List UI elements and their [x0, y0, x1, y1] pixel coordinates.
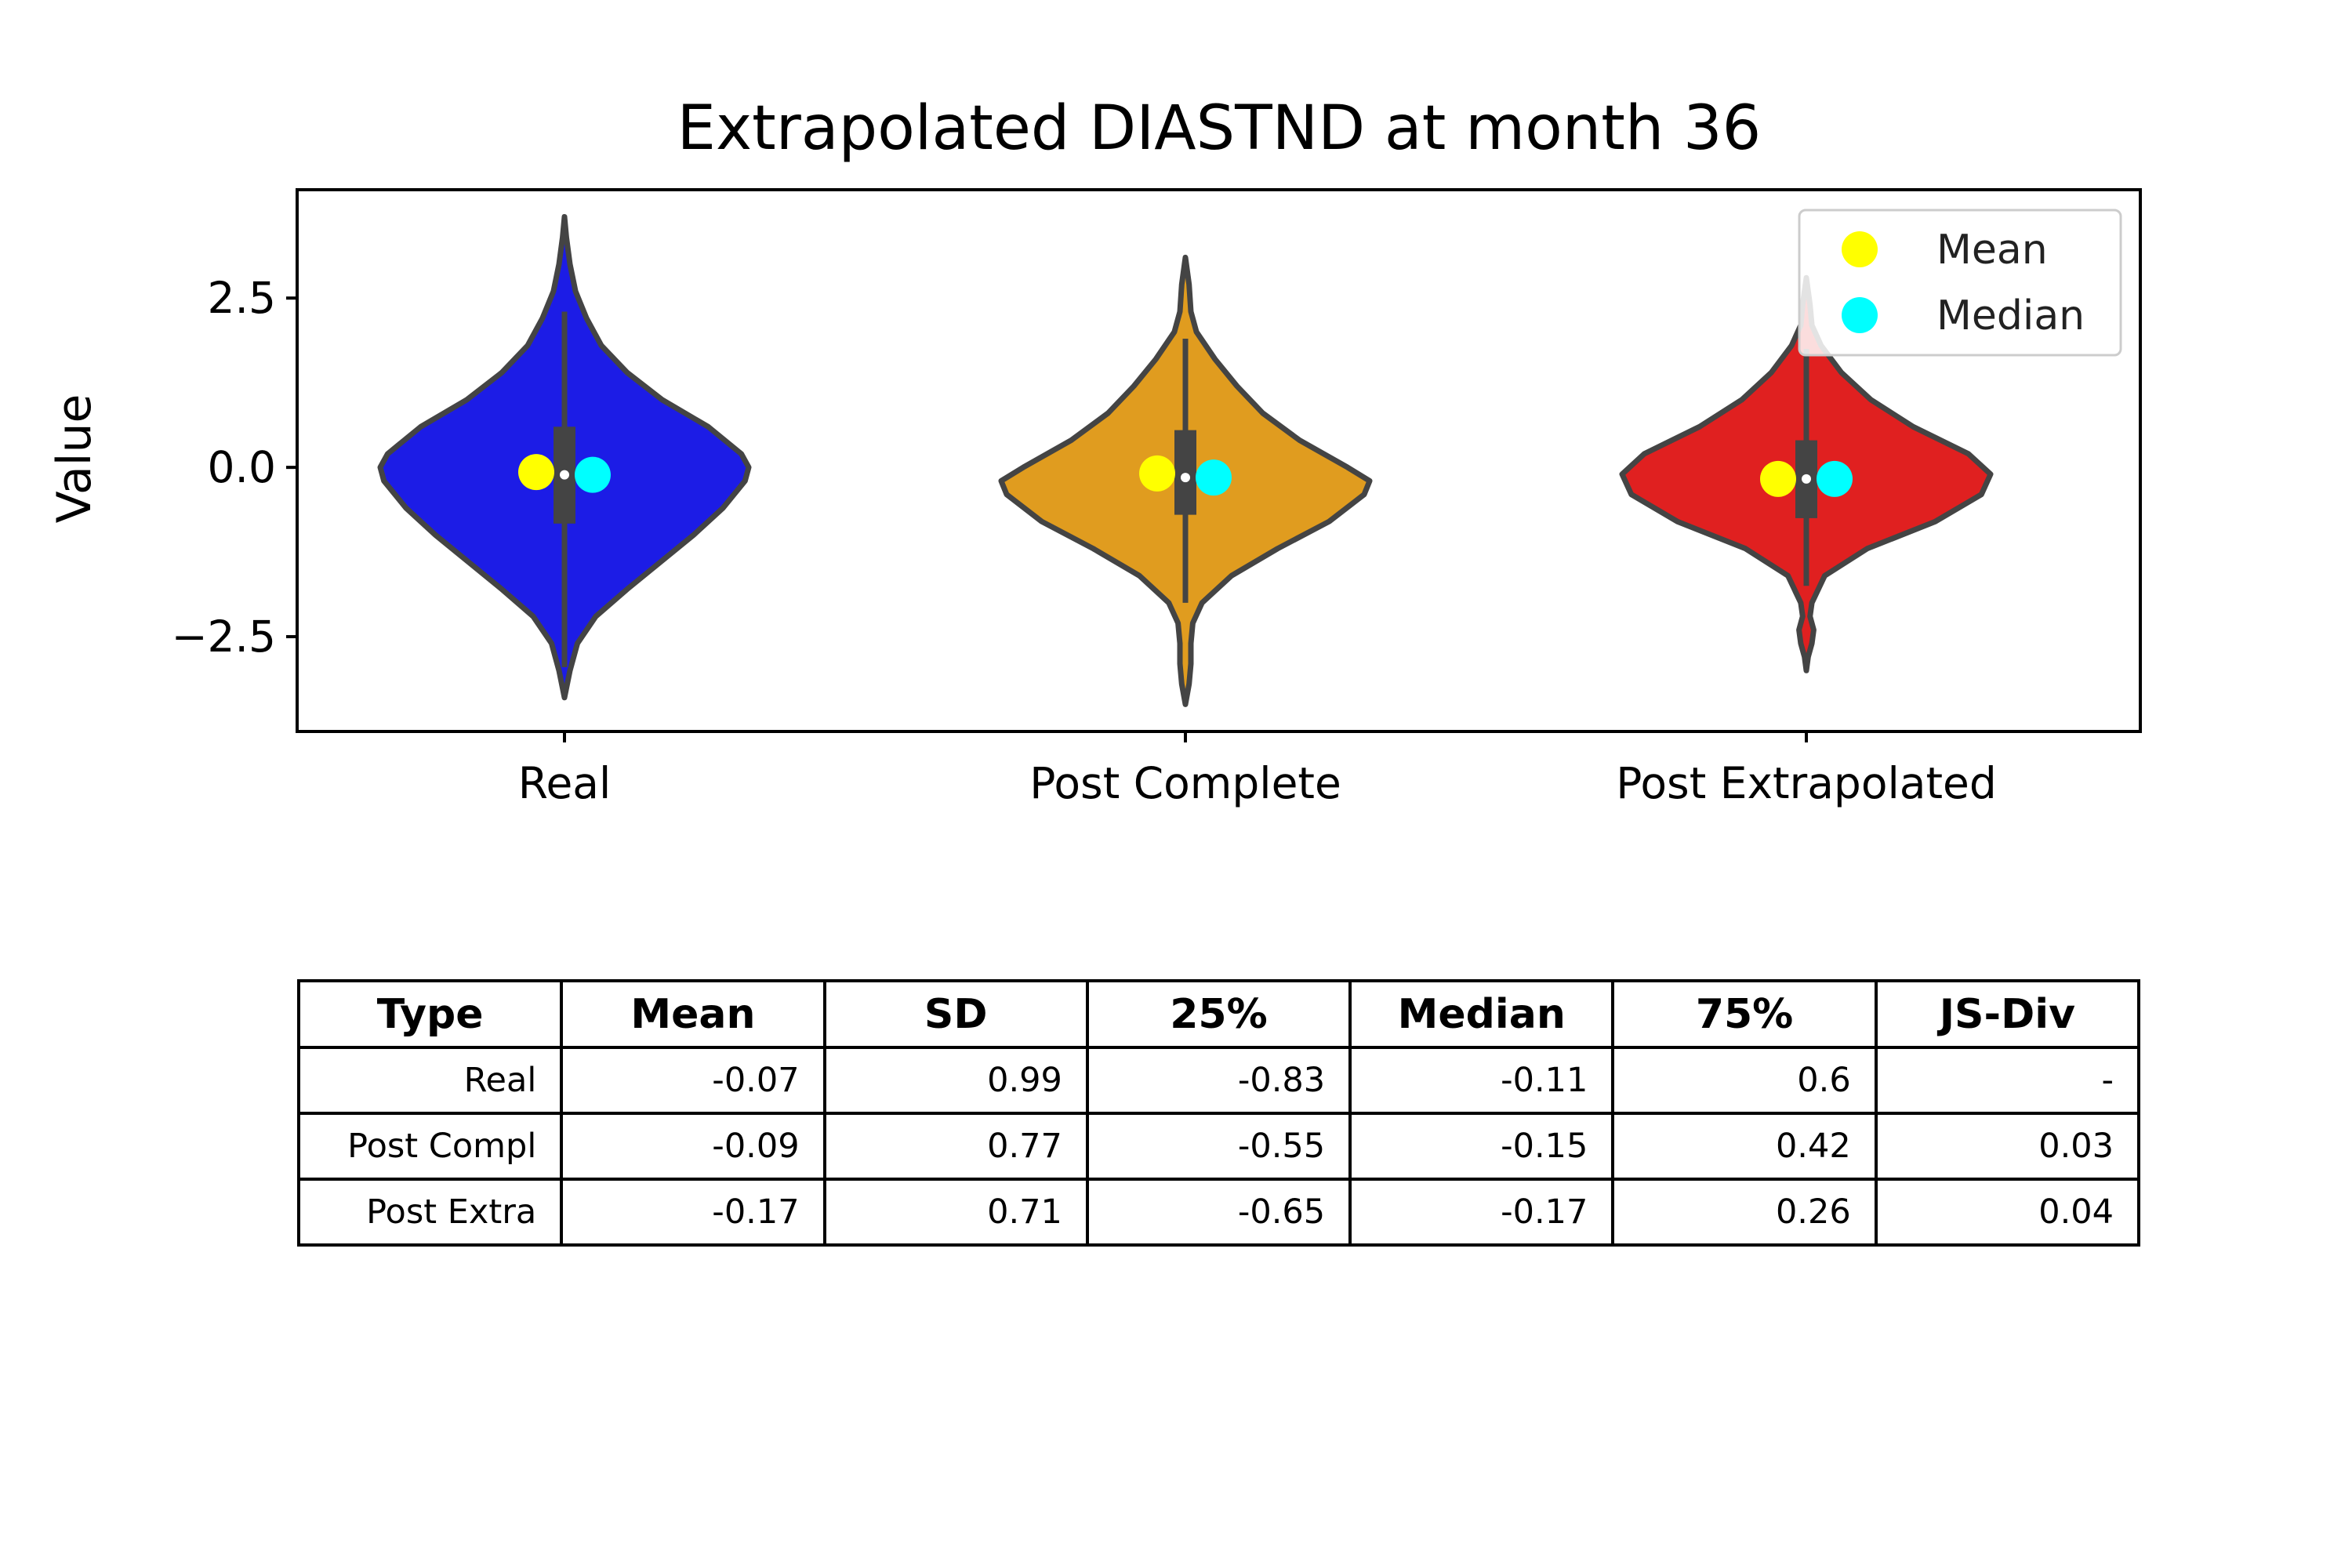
table-cell: -0.11	[1348, 1046, 1615, 1115]
legend-box	[1798, 209, 2122, 357]
y-axis: 2.5 0.0 −2.5	[171, 273, 297, 662]
table-cell: 0.03	[1874, 1112, 2141, 1181]
plot-frame	[296, 188, 2142, 733]
stats-table: Type Mean SD 25% Median 75% JS-Div Real …	[296, 979, 2141, 1247]
legend: Mean Median	[1798, 209, 2122, 357]
header-cell: Mean	[560, 979, 826, 1049]
table-cell: 0.77	[822, 1112, 1089, 1181]
x-tick-label: Post Extrapolated	[1616, 758, 1997, 808]
legend-label: Median	[1936, 292, 2085, 339]
legend-marker	[1842, 297, 1878, 333]
y-tick-label: −2.5	[171, 612, 276, 662]
table-row: Real -0.07 0.99 -0.83 -0.11 0.6 -	[296, 1046, 2141, 1115]
violin-median-dot	[1181, 473, 1190, 483]
legend-label: Mean	[1936, 227, 2048, 274]
table-row: Post Extra -0.17 0.71 -0.65 -0.17 0.26 0…	[296, 1178, 2141, 1247]
table-cell: 0.26	[1611, 1178, 1878, 1247]
table-cell: -0.07	[560, 1046, 826, 1115]
mean-point	[1139, 455, 1175, 492]
y-tick-label: 0.0	[208, 442, 276, 492]
mean-point	[518, 454, 554, 491]
table-cell: 0.99	[822, 1046, 1089, 1115]
header-cell: 75%	[1611, 979, 1878, 1049]
table-cell: 0.04	[1874, 1178, 2141, 1247]
table-cell: Post Compl	[296, 1112, 564, 1181]
table-cell: -0.17	[560, 1178, 826, 1247]
header-cell: Median	[1348, 979, 1615, 1049]
chart-title: Extrapolated DIASTND at month 36	[677, 93, 1762, 164]
x-tick-label: Real	[518, 758, 612, 808]
table-cell: -0.55	[1085, 1112, 1352, 1181]
table-cell: -0.17	[1348, 1178, 1615, 1247]
table-cell: -0.83	[1085, 1046, 1352, 1115]
median-point	[575, 456, 611, 493]
table-header-row: Type Mean SD 25% Median 75% JS-Div	[296, 979, 2141, 1049]
violins-layer	[377, 214, 1994, 707]
table-cell: 0.6	[1611, 1046, 1878, 1115]
header-cell: Type	[296, 979, 564, 1049]
violin-median-dot	[1802, 474, 1811, 484]
table-cell: -0.65	[1085, 1178, 1352, 1247]
median-point	[1196, 459, 1232, 496]
x-axis: Real Post Complete Post Extrapolated	[518, 731, 1997, 808]
y-axis-label: Value	[47, 394, 102, 524]
median-point	[1817, 460, 1853, 497]
header-cell: JS-Div	[1874, 979, 2141, 1049]
header-cell: SD	[822, 979, 1089, 1049]
violin-iqr-box	[1174, 430, 1196, 515]
table-cell: 0.42	[1611, 1112, 1878, 1181]
x-tick-label: Post Complete	[1029, 758, 1341, 808]
table-row: Post Compl -0.09 0.77 -0.55 -0.15 0.42 0…	[296, 1112, 2141, 1181]
violin-median-dot	[560, 470, 569, 480]
mean-point	[1760, 460, 1796, 497]
legend-marker	[1842, 231, 1878, 267]
y-tick-label: 2.5	[208, 273, 276, 323]
table-cell: Post Extra	[296, 1178, 564, 1247]
table-cell: 0.71	[822, 1178, 1089, 1247]
table-cell: -0.15	[1348, 1112, 1615, 1181]
header-cell: 25%	[1085, 979, 1352, 1049]
table-cell: Real	[296, 1046, 564, 1115]
table-cell: -	[1874, 1046, 2141, 1115]
table-cell: -0.09	[560, 1112, 826, 1181]
